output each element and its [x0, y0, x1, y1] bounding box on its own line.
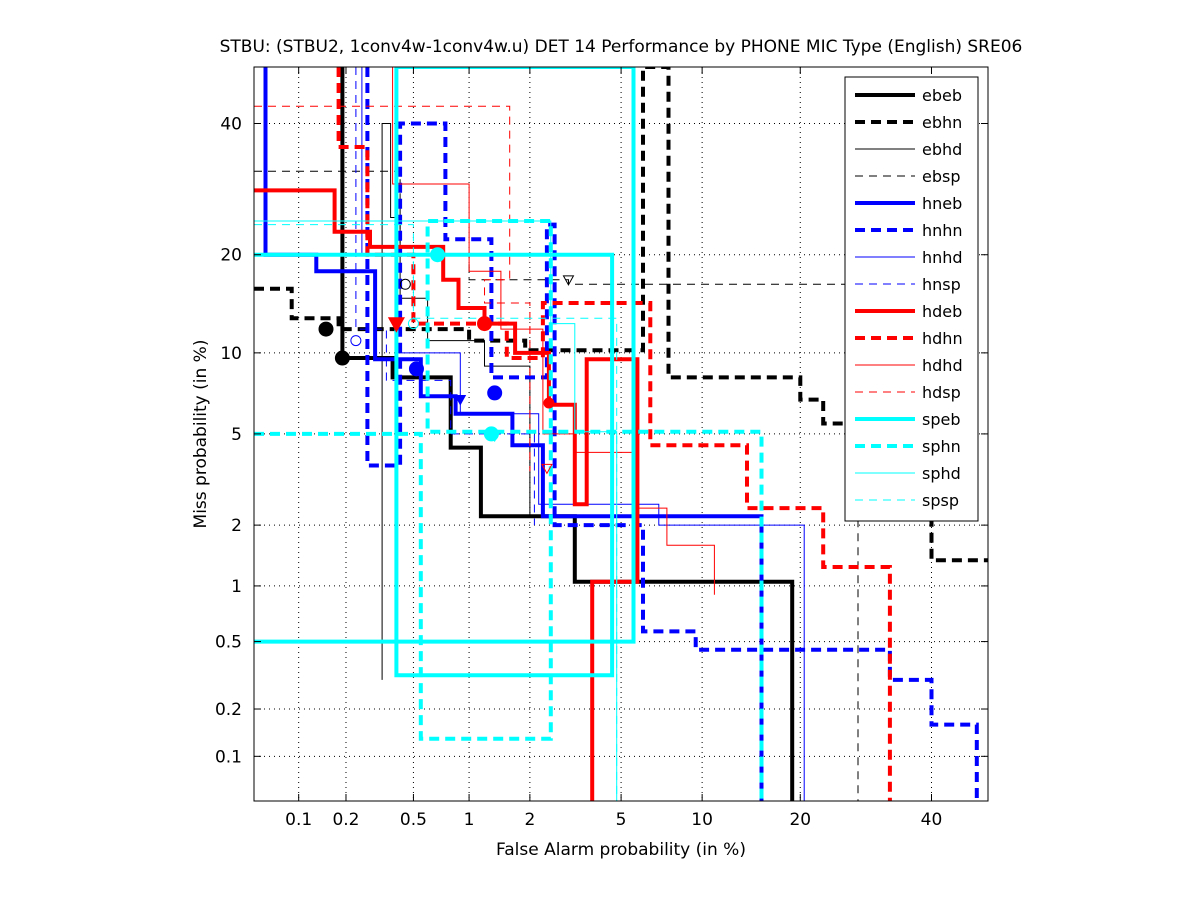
legend-label-hdhn: hdhn: [922, 329, 963, 348]
x-tick-label: 0.5: [400, 810, 427, 830]
legend-label-hnsp: hnsp: [922, 275, 961, 294]
series-line-hdsp: [254, 105, 531, 472]
series-line-hnsp: [355, 67, 535, 526]
series-layer: [254, 67, 988, 801]
y-axis-ticks: 0.1 0.2 0.5 1 2 5 10 20 40: [215, 115, 988, 767]
legend-label-spsp: spsp: [922, 491, 959, 510]
marker-speb: [430, 247, 446, 263]
series-line-ebsp: [254, 170, 859, 801]
legend-label-sphn: sphn: [922, 437, 961, 456]
marker-hdsp: [541, 463, 553, 475]
series-line-hnhn: [365, 67, 979, 801]
x-tick-label: 20: [789, 810, 811, 830]
marker-ebsp: [562, 275, 575, 286]
marker-hdeb: [477, 316, 493, 332]
legend-label-hdeb: hdeb: [922, 302, 962, 321]
legend-label-ebsp: ebsp: [922, 167, 961, 186]
y-tick-label: 2: [231, 516, 242, 536]
legend-label-ebhn: ebhn: [922, 113, 962, 132]
series-line-hdhn: [336, 67, 892, 801]
y-tick-label: 5: [231, 425, 242, 445]
series-line-hdhd: [392, 67, 715, 595]
legend-label-sphd: sphd: [922, 464, 961, 483]
y-tick-label: 10: [220, 344, 242, 364]
marker-ebhd: [399, 278, 411, 290]
y-tick-label: 40: [220, 115, 242, 135]
x-tick-label: 40: [921, 810, 943, 830]
legend-label-hnhd: hnhd: [922, 248, 963, 267]
legend-label-ebeb: ebeb: [922, 86, 962, 105]
marker-spsp: [407, 318, 419, 330]
legend-label-ebhd: ebhd: [922, 140, 962, 159]
y-tick-label: 0.2: [215, 700, 242, 720]
marker-ebhn: [318, 321, 334, 337]
marker-layer: [318, 247, 575, 475]
legend-label-hdsp: hdsp: [922, 383, 961, 402]
x-axis-ticks: 0.1 0.2 0.5 1 2 5 10 20 40: [285, 67, 942, 830]
legend-label-speb: speb: [922, 410, 961, 429]
y-tick-label: 20: [220, 246, 242, 266]
chart-title: STBU: (STBU2, 1conv4w-1conv4w.u) DET 14 …: [220, 37, 1023, 57]
x-tick-label: 0.2: [332, 810, 359, 830]
marker-hneb: [408, 361, 424, 377]
marker-ebeb: [334, 350, 350, 366]
series-line-sphd: [254, 220, 618, 801]
marker-hdhd: [543, 397, 555, 409]
legend-label-hneb: hneb: [922, 194, 962, 213]
marker-hdhn: [387, 317, 405, 333]
x-tick-label: 5: [616, 810, 627, 830]
x-tick-label: 2: [524, 810, 535, 830]
marker-hnsp: [350, 335, 362, 347]
marker-hnhn: [487, 385, 503, 401]
legend-label-hdhd: hdhd: [922, 356, 963, 375]
marker-hnhd: [454, 395, 467, 406]
y-axis-label: Miss probability (in %): [191, 340, 211, 529]
x-tick-label: 10: [691, 810, 713, 830]
y-tick-label: 1: [231, 577, 242, 597]
series-line-hneb: [263, 67, 764, 801]
x-tick-label: 0.1: [285, 810, 312, 830]
series-line-speb: [254, 67, 636, 678]
series-line-hdeb: [254, 188, 640, 801]
x-tick-label: 1: [464, 810, 475, 830]
legend: ebeb ebhn ebhd ebsp hneb hnhn hnhd hnsp hdeb hdhn…: [844, 76, 979, 522]
y-tick-label: 0.5: [215, 633, 242, 653]
x-axis-label: False Alarm probability (in %): [496, 840, 746, 860]
series-line-ebeb: [340, 67, 795, 801]
y-tick-label: 0.1: [215, 747, 242, 767]
legend-label-hnhn: hnhn: [922, 221, 963, 240]
series-line-ebhn: [254, 67, 988, 563]
marker-sphd: [488, 431, 501, 443]
